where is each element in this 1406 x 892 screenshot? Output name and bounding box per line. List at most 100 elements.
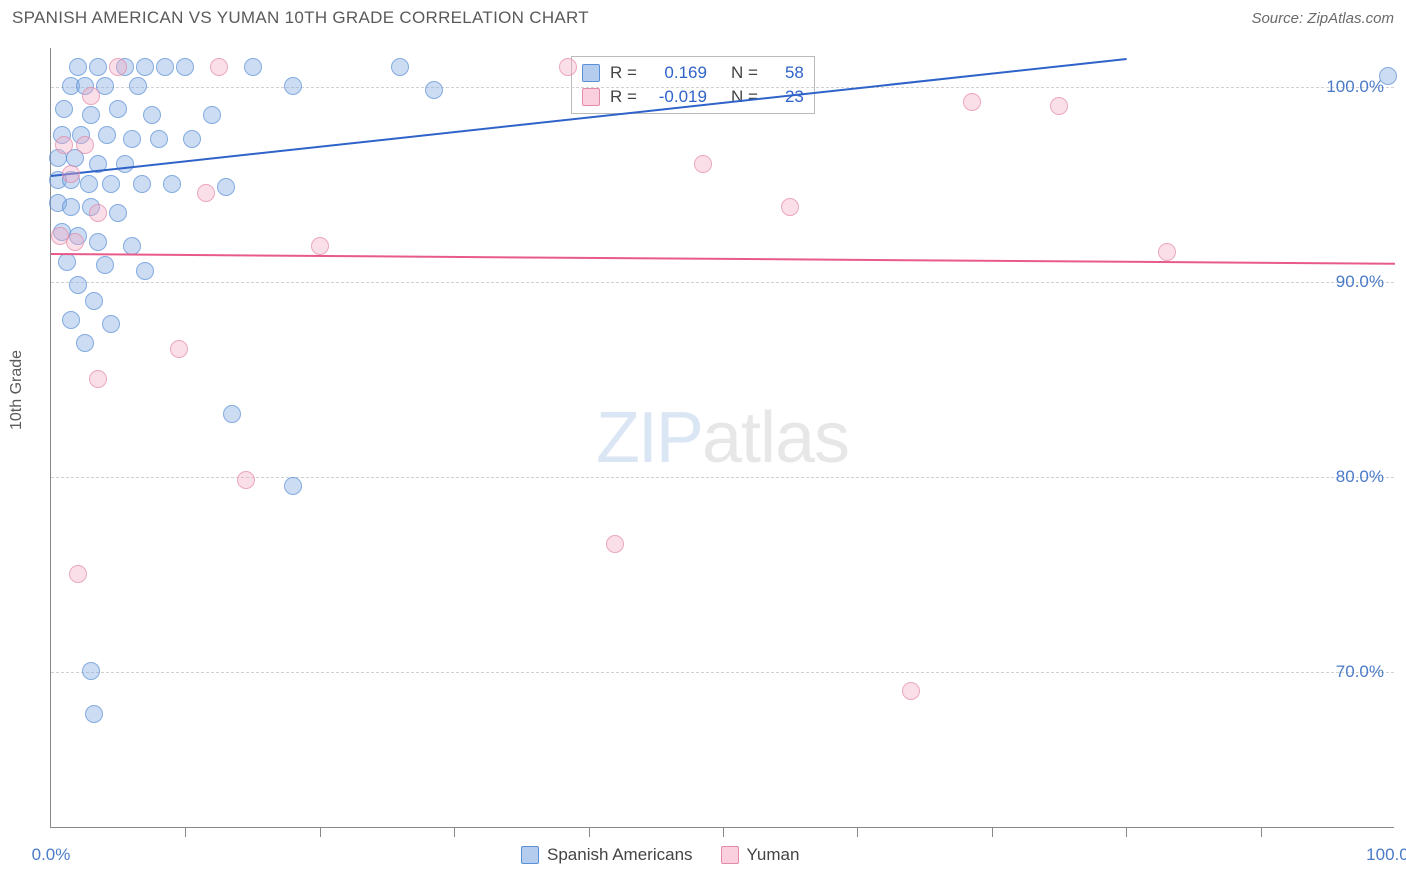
legend-n-label: N = [731, 63, 758, 83]
data-point [284, 77, 302, 95]
trend-line [51, 253, 1395, 265]
data-point [123, 130, 141, 148]
data-point [109, 204, 127, 222]
data-point [76, 136, 94, 154]
data-point [170, 340, 188, 358]
series-legend: Spanish Americans Yuman [521, 845, 799, 865]
data-point [425, 81, 443, 99]
data-point [89, 233, 107, 251]
legend-series-label: Yuman [747, 845, 800, 865]
x-tick [454, 827, 455, 837]
x-tick [185, 827, 186, 837]
data-point [69, 565, 87, 583]
data-point [116, 155, 134, 173]
x-tick [723, 827, 724, 837]
data-point [96, 256, 114, 274]
data-point [559, 58, 577, 76]
legend-swatch [582, 64, 600, 82]
data-point [237, 471, 255, 489]
data-point [82, 87, 100, 105]
data-point [183, 130, 201, 148]
data-point [89, 370, 107, 388]
data-point [143, 106, 161, 124]
data-point [197, 184, 215, 202]
data-point [203, 106, 221, 124]
y-tick-label: 100.0% [1326, 77, 1384, 97]
data-point [89, 204, 107, 222]
data-point [391, 58, 409, 76]
chart-plot-area: ZIPatlas R =0.169N =58R =-0.019N =23 Spa… [50, 48, 1394, 828]
data-point [781, 198, 799, 216]
data-point [102, 175, 120, 193]
watermark-atlas: atlas [702, 398, 849, 478]
data-point [311, 237, 329, 255]
data-point [156, 58, 174, 76]
data-point [129, 77, 147, 95]
data-point [89, 58, 107, 76]
data-point [133, 175, 151, 193]
data-point [136, 58, 154, 76]
data-point [66, 233, 84, 251]
x-tick [857, 827, 858, 837]
y-axis-label: 10th Grade [8, 350, 26, 430]
data-point [606, 535, 624, 553]
data-point [98, 126, 116, 144]
x-tick [992, 827, 993, 837]
x-tick [320, 827, 321, 837]
watermark: ZIPatlas [596, 397, 849, 479]
legend-swatch [521, 846, 539, 864]
legend-r-label: R = [610, 87, 637, 107]
data-point [210, 58, 228, 76]
data-point [82, 106, 100, 124]
data-point [1050, 97, 1068, 115]
x-tick [1126, 827, 1127, 837]
chart-title: SPANISH AMERICAN VS YUMAN 10TH GRADE COR… [12, 8, 589, 28]
data-point [150, 130, 168, 148]
gridline [51, 672, 1394, 673]
legend-n-label: N = [731, 87, 758, 107]
data-point [694, 155, 712, 173]
gridline [51, 282, 1394, 283]
data-point [244, 58, 262, 76]
x-tick [589, 827, 590, 837]
x-tick-label: 100.0% [1366, 845, 1406, 865]
data-point [284, 477, 302, 495]
data-point [109, 100, 127, 118]
data-point [136, 262, 154, 280]
data-point [1379, 67, 1397, 85]
legend-r-value: 0.169 [647, 63, 707, 83]
data-point [82, 662, 100, 680]
data-point [163, 175, 181, 193]
legend-series-label: Spanish Americans [547, 845, 693, 865]
data-point [62, 311, 80, 329]
legend-r-label: R = [610, 63, 637, 83]
data-point [1158, 243, 1176, 261]
legend-n-value: 58 [768, 63, 804, 83]
data-point [69, 276, 87, 294]
data-point [76, 334, 94, 352]
data-point [58, 253, 76, 271]
y-tick-label: 90.0% [1336, 272, 1384, 292]
legend-row: R = 0.169 N = 58 [582, 61, 804, 85]
legend-swatch [721, 846, 739, 864]
legend-swatch [582, 88, 600, 106]
gridline [51, 87, 1394, 88]
legend-item: Yuman [721, 845, 800, 865]
data-point [85, 292, 103, 310]
data-point [963, 93, 981, 111]
x-tick [1261, 827, 1262, 837]
y-tick-label: 80.0% [1336, 467, 1384, 487]
x-tick-label: 0.0% [32, 845, 71, 865]
data-point [902, 682, 920, 700]
data-point [69, 58, 87, 76]
watermark-zip: ZIP [596, 398, 702, 478]
data-point [223, 405, 241, 423]
data-point [62, 198, 80, 216]
data-point [176, 58, 194, 76]
data-point [217, 178, 235, 196]
data-point [55, 100, 73, 118]
data-point [62, 165, 80, 183]
y-tick-label: 70.0% [1336, 662, 1384, 682]
data-point [102, 315, 120, 333]
data-point [55, 136, 73, 154]
